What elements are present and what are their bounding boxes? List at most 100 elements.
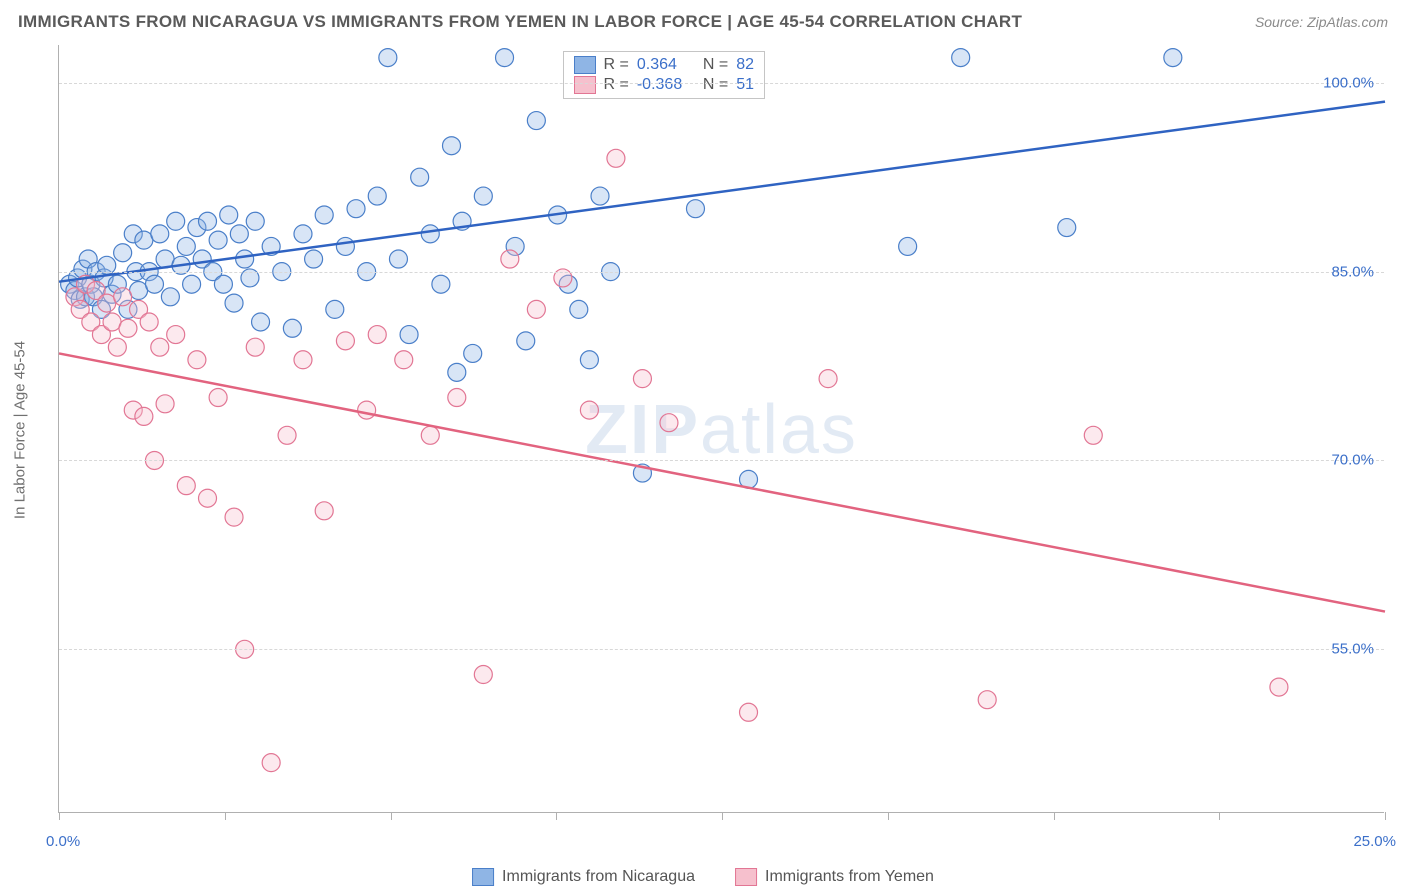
trend-line: [59, 102, 1385, 282]
swatch-nicaragua: [574, 56, 596, 74]
data-point: [199, 212, 217, 230]
data-point: [580, 401, 598, 419]
data-point: [167, 326, 185, 344]
chart-svg: [59, 45, 1384, 812]
data-point: [140, 313, 158, 331]
source-attribution: Source: ZipAtlas.com: [1255, 14, 1388, 30]
data-point: [607, 149, 625, 167]
swatch-yemen-icon: [735, 868, 757, 886]
data-point: [421, 225, 439, 243]
data-point: [188, 351, 206, 369]
data-point: [246, 338, 264, 356]
data-point: [315, 206, 333, 224]
x-tick: [556, 812, 557, 820]
data-point: [1270, 678, 1288, 696]
data-point: [156, 395, 174, 413]
data-point: [517, 332, 535, 350]
data-point: [103, 313, 121, 331]
x-tick: [1054, 812, 1055, 820]
legend-label-nicaragua: Immigrants from Nicaragua: [502, 868, 695, 886]
data-point: [262, 754, 280, 772]
data-point: [294, 225, 312, 243]
data-point: [464, 344, 482, 362]
data-point: [252, 313, 270, 331]
legend-item-yemen: Immigrants from Yemen: [735, 868, 934, 886]
data-point: [161, 288, 179, 306]
data-point: [400, 326, 418, 344]
data-point: [379, 49, 397, 67]
data-point: [236, 250, 254, 268]
n-value-nicaragua: 82: [736, 56, 754, 74]
data-point: [368, 187, 386, 205]
data-point: [209, 231, 227, 249]
data-point: [114, 288, 132, 306]
data-point: [448, 363, 466, 381]
data-point: [496, 49, 514, 67]
x-tick: [722, 812, 723, 820]
n-label: N =: [703, 56, 728, 74]
data-point: [225, 508, 243, 526]
data-point: [294, 351, 312, 369]
data-point: [819, 370, 837, 388]
swatch-yemen: [574, 76, 596, 94]
data-point: [474, 187, 492, 205]
x-tick: [391, 812, 392, 820]
data-point: [395, 351, 413, 369]
data-point: [209, 389, 227, 407]
r-value-nicaragua: 0.364: [637, 56, 695, 74]
data-point: [305, 250, 323, 268]
data-point: [336, 332, 354, 350]
y-tick-label: 70.0%: [1331, 452, 1374, 469]
data-point: [1058, 219, 1076, 237]
x-tick: [59, 812, 60, 820]
data-point: [151, 225, 169, 243]
data-point: [389, 250, 407, 268]
data-point: [336, 237, 354, 255]
stats-row-nicaragua: R = 0.364 N = 82: [574, 56, 754, 74]
data-point: [135, 407, 153, 425]
data-point: [130, 282, 148, 300]
y-tick-label: 100.0%: [1323, 74, 1374, 91]
data-point: [1164, 49, 1182, 67]
data-point: [978, 691, 996, 709]
data-point: [347, 200, 365, 218]
x-axis-min-label: 0.0%: [46, 833, 80, 850]
data-point: [358, 401, 376, 419]
data-point: [114, 244, 132, 262]
data-point: [740, 703, 758, 721]
swatch-nicaragua-icon: [472, 868, 494, 886]
data-point: [230, 225, 248, 243]
x-tick: [1385, 812, 1386, 820]
legend-label-yemen: Immigrants from Yemen: [765, 868, 934, 886]
stats-row-yemen: R = -0.368 N = 51: [574, 76, 754, 94]
data-point: [1084, 426, 1102, 444]
gridline-h: [59, 83, 1384, 84]
n-label: N =: [703, 76, 728, 94]
data-point: [225, 294, 243, 312]
r-value-yemen: -0.368: [637, 76, 695, 94]
data-point: [145, 275, 163, 293]
r-label: R =: [604, 56, 629, 74]
data-point: [660, 414, 678, 432]
data-point: [686, 200, 704, 218]
gridline-h: [59, 272, 1384, 273]
x-tick: [1219, 812, 1220, 820]
data-point: [570, 300, 588, 318]
data-point: [411, 168, 429, 186]
x-tick: [225, 812, 226, 820]
data-point: [368, 326, 386, 344]
y-tick-label: 85.0%: [1331, 263, 1374, 280]
n-value-yemen: 51: [736, 76, 754, 94]
data-point: [591, 187, 609, 205]
data-point: [952, 49, 970, 67]
gridline-h: [59, 460, 1384, 461]
data-point: [199, 489, 217, 507]
gridline-h: [59, 649, 1384, 650]
data-point: [177, 237, 195, 255]
data-point: [474, 666, 492, 684]
data-point: [633, 370, 651, 388]
trend-line: [59, 353, 1385, 611]
data-point: [899, 237, 917, 255]
data-point: [183, 275, 201, 293]
data-point: [220, 206, 238, 224]
